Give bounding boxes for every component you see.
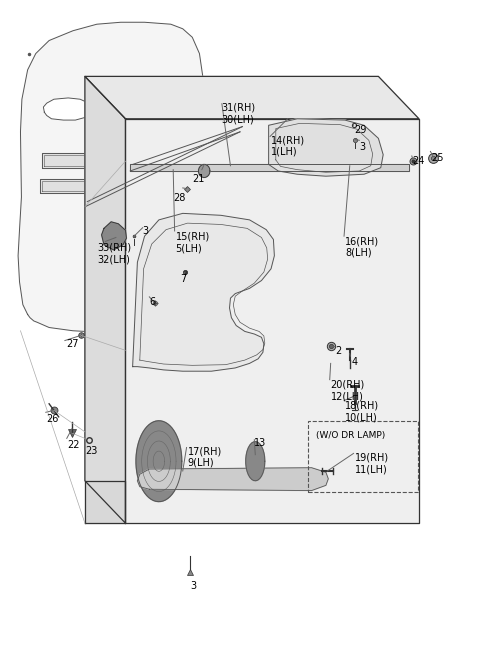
Text: 22: 22 [67, 440, 80, 450]
Text: 29: 29 [355, 125, 367, 136]
Text: 21: 21 [192, 174, 204, 184]
Text: 19(RH)
11(LH): 19(RH) 11(LH) [355, 453, 389, 474]
Text: 27: 27 [66, 339, 78, 349]
Text: 25: 25 [431, 153, 444, 162]
Text: 2: 2 [336, 346, 342, 356]
Text: 3: 3 [142, 227, 148, 236]
Polygon shape [130, 164, 409, 171]
Polygon shape [102, 222, 126, 250]
Text: 31(RH)
30(LH): 31(RH) 30(LH) [221, 102, 255, 124]
Text: 6: 6 [149, 297, 156, 307]
Polygon shape [85, 77, 419, 119]
Polygon shape [246, 441, 265, 481]
Text: 16(RH)
8(LH): 16(RH) 8(LH) [345, 236, 379, 258]
Polygon shape [39, 179, 90, 193]
Text: 28: 28 [173, 193, 186, 203]
Text: (W/O DR LAMP): (W/O DR LAMP) [316, 430, 385, 440]
Polygon shape [269, 119, 383, 176]
Polygon shape [199, 164, 210, 178]
Polygon shape [18, 22, 207, 333]
Text: 3: 3 [360, 141, 365, 151]
Text: 15(RH)
5(LH): 15(RH) 5(LH) [176, 232, 210, 253]
Polygon shape [85, 77, 125, 523]
Polygon shape [137, 468, 328, 491]
Text: 23: 23 [85, 446, 97, 456]
Polygon shape [132, 214, 275, 371]
Polygon shape [125, 119, 419, 523]
Text: 13: 13 [254, 438, 266, 449]
Polygon shape [42, 153, 99, 168]
Text: 33(RH)
32(LH): 33(RH) 32(LH) [97, 243, 131, 265]
Text: 24: 24 [412, 156, 424, 166]
Text: 17(RH)
9(LH): 17(RH) 9(LH) [188, 446, 222, 468]
Text: 26: 26 [47, 413, 59, 424]
Text: 14(RH)
1(LH): 14(RH) 1(LH) [271, 135, 305, 157]
Text: 7: 7 [180, 274, 187, 284]
Polygon shape [136, 421, 182, 502]
Text: 18(RH)
10(LH): 18(RH) 10(LH) [345, 401, 379, 422]
Text: 4: 4 [351, 357, 357, 367]
Text: 20(RH)
12(LH): 20(RH) 12(LH) [331, 380, 365, 402]
Text: 3: 3 [190, 580, 196, 591]
Polygon shape [85, 481, 125, 523]
Polygon shape [43, 98, 90, 120]
